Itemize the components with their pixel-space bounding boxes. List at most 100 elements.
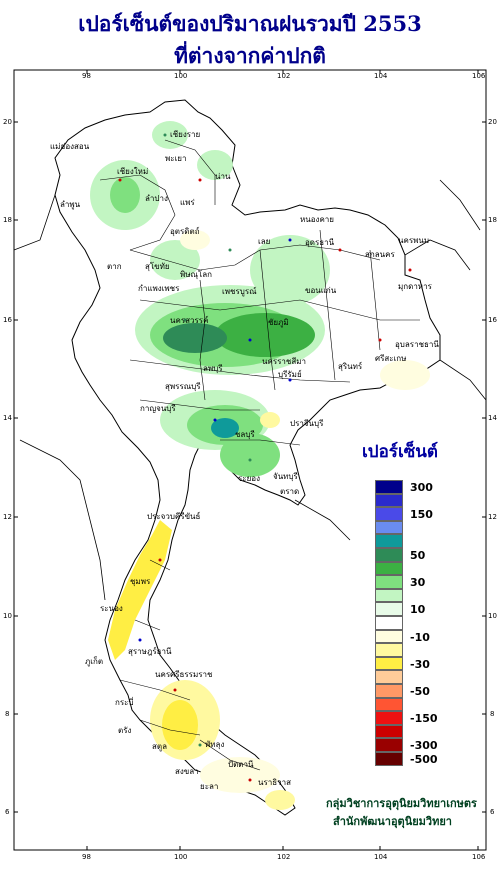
legend-swatch — [375, 684, 403, 698]
province-label: นครพนม — [398, 236, 430, 245]
province-label: ระนอง — [100, 604, 123, 613]
province-label: กาญจนบุรี — [140, 404, 176, 413]
legend-swatch — [375, 575, 403, 589]
province-boundaries — [99, 139, 420, 771]
province-label: กระบี่ — [115, 698, 134, 707]
province-label: สุราษฎร์ธานี — [128, 647, 172, 656]
province-label: ชุมพร — [130, 577, 151, 586]
legend-swatch — [375, 711, 403, 725]
legend-swatch — [375, 629, 403, 644]
credit-line2: สำนักพัฒนาอุตุนิยมวิทยา — [333, 815, 452, 828]
province-label: กำแพงเพชร — [138, 284, 180, 293]
province-label: ยะลา — [200, 782, 219, 791]
province-label: เลย — [258, 237, 271, 246]
left-tick-8: 8 — [5, 710, 10, 718]
bottom-tick-100: 100 — [174, 853, 188, 861]
right-tick-6: 6 — [490, 808, 495, 816]
province-label: ปราจีนบุรี — [290, 419, 324, 428]
credit-line1: กลุ่มวิชาการอุตุนิยมวิทยาเกษตร — [326, 797, 477, 810]
legend-swatch — [375, 670, 403, 684]
left-tick-6: 6 — [5, 808, 10, 816]
province-label: ขอนแก่น — [305, 286, 337, 295]
bottom-tick-106: 106 — [472, 853, 486, 861]
right-tick-14: 14 — [488, 414, 497, 422]
legend-swatch — [375, 656, 403, 671]
province-label: อุบลราชธานี — [395, 340, 439, 349]
province-label: สุรินทร์ — [338, 362, 363, 371]
station-dots — [118, 133, 412, 782]
province-label: หนองคาย — [300, 215, 334, 224]
top-tick-106: 106 — [472, 72, 486, 80]
province-label: มุกดาหาร — [398, 282, 432, 291]
province-label: นราธิวาส — [258, 778, 292, 787]
right-tick-10: 10 — [488, 612, 497, 620]
map-frame — [13, 69, 487, 851]
legend-swatch — [375, 561, 403, 576]
legend-swatch — [375, 548, 403, 562]
province-label: พะเยา — [165, 154, 187, 163]
legend-label: 300 — [410, 481, 433, 494]
province-label: เพชรบูรณ์ — [222, 287, 257, 296]
province-label: ชลบุรี — [235, 430, 255, 439]
legend-label: -10 — [410, 630, 430, 644]
legend-swatch — [375, 534, 403, 548]
legend-label: -30 — [410, 657, 430, 671]
province-label: ลพบุรี — [203, 364, 223, 373]
neighbor-borders — [13, 179, 487, 601]
map-title-line2: ที่ต่างจากค่าปกติ — [174, 43, 326, 68]
province-label: ปัตตานี — [228, 760, 254, 769]
bottom-tick-102: 102 — [277, 853, 291, 861]
top-tick-104: 104 — [374, 72, 388, 80]
province-label: ลำปาง — [145, 194, 168, 203]
province-label: บุรีรัมย์ — [278, 370, 302, 379]
legend-label: 150 — [410, 508, 433, 522]
legend-label: 50 — [410, 549, 426, 562]
left-tick-18: 18 — [3, 216, 12, 224]
legend-label: -300 — [410, 739, 438, 753]
province-label: นครราชสีมา — [262, 357, 306, 366]
legend-swatch — [375, 616, 403, 630]
province-label: สตูล — [152, 742, 167, 751]
province-label: เชียงใหม่ — [117, 167, 149, 176]
right-tick-18: 18 — [488, 216, 497, 224]
legend-swatch — [375, 643, 403, 657]
legend-label: -500 — [410, 753, 438, 766]
province-label: ชัยภูมิ — [268, 318, 289, 327]
province-label: แม่ฮ่องสอน — [50, 142, 90, 151]
left-tick-14: 14 — [3, 414, 12, 422]
province-label: จันทบุรี — [273, 472, 298, 481]
province-label: อุตรดิตถ์ — [170, 227, 200, 236]
province-label: ระยอง — [238, 474, 260, 483]
legend-swatch — [375, 480, 403, 494]
left-tick-20: 20 — [3, 118, 12, 126]
province-label: ประจวบคีรีขันธ์ — [147, 512, 201, 521]
legend-swatch — [375, 738, 403, 752]
legend-title: เปอร์เซ็นต์ — [362, 442, 438, 462]
legend-label: -150 — [410, 712, 438, 726]
left-tick-10: 10 — [3, 612, 12, 620]
left-tick-16: 16 — [3, 316, 12, 324]
legend-swatch — [375, 602, 403, 616]
province-label: แพร่ — [180, 198, 195, 207]
top-tick-98: 98 — [82, 72, 91, 80]
legend-swatch — [375, 520, 403, 535]
province-label: ตรัง — [118, 726, 132, 735]
province-label: พิษณุโลก — [180, 270, 213, 279]
right-tick-16: 16 — [488, 316, 497, 324]
province-label: นครศรีธรรมราช — [155, 670, 213, 679]
top-tick-100: 100 — [174, 72, 188, 80]
province-label: ตาก — [107, 262, 122, 271]
legend-swatch — [375, 507, 403, 521]
legend-label: -50 — [410, 685, 430, 698]
province-label: เชียงราย — [170, 130, 201, 139]
top-tick-marks — [14, 70, 486, 850]
map-title-line1: เปอร์เซ็นต์ของปริมาณฝนรวมปี 2553 — [78, 11, 422, 36]
legend-swatch — [375, 588, 403, 603]
province-label: พัทลุง — [205, 740, 225, 749]
province-label: น่าน — [215, 172, 231, 181]
province-label: ลำพูน — [60, 200, 81, 209]
province-label: สกลนคร — [365, 250, 395, 259]
legend-swatch — [375, 752, 403, 766]
right-tick-12: 12 — [488, 513, 497, 521]
